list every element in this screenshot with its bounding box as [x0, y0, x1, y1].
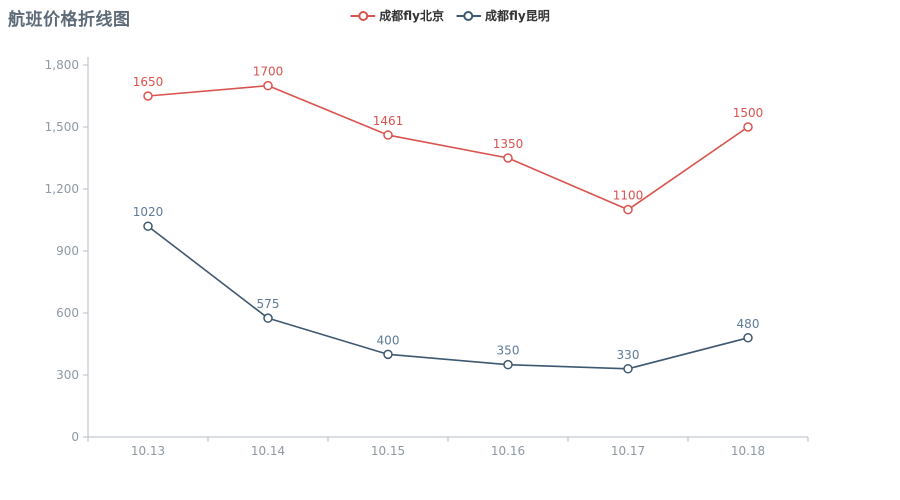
y-axis-tick-label: 1,500: [45, 120, 79, 134]
y-axis-tick-label: 600: [56, 306, 79, 320]
data-point-label: 575: [257, 297, 280, 311]
legend-label: 成都fly北京: [379, 9, 444, 23]
series-line-0: [147, 84, 749, 211]
data-point[interactable]: [263, 313, 273, 323]
data-point-label: 480: [737, 317, 760, 331]
data-point[interactable]: [623, 204, 633, 215]
data-point-label: 1461: [373, 114, 404, 128]
legend-dot-icon: [357, 10, 368, 21]
data-point[interactable]: [143, 221, 153, 231]
line-circle-marker-icon: [350, 9, 376, 22]
data-point[interactable]: [503, 359, 513, 370]
data-point-label: 350: [497, 344, 520, 358]
data-point-label: 1020: [133, 205, 164, 219]
x-axis-tick-label: 10.17: [611, 444, 645, 458]
data-point[interactable]: [263, 80, 273, 91]
series-line-1: [147, 225, 749, 370]
y-axis-tick-label: 900: [56, 244, 79, 258]
data-point-label: 330: [617, 348, 640, 362]
chart-title: 航班价格折线图: [8, 10, 131, 30]
legend-item-chengdu-beijing[interactable]: 成都fly北京: [350, 7, 444, 24]
y-axis-tick-label: 1,800: [45, 58, 79, 72]
data-point[interactable]: [383, 349, 393, 360]
legend-dot-icon: [463, 10, 474, 21]
data-point-label: 1500: [733, 106, 764, 120]
x-axis-tick-label: 10.18: [731, 444, 765, 458]
x-axis-tick-label: 10.13: [131, 444, 165, 458]
x-axis-tick-label: 10.14: [251, 444, 285, 458]
data-point-label: 1700: [253, 65, 284, 79]
data-point[interactable]: [503, 153, 513, 163]
y-axis-tick-label: 0: [71, 430, 79, 444]
data-point-label: 400: [377, 333, 400, 347]
legend: 成都fly北京 成都fly昆明: [350, 7, 550, 24]
data-point[interactable]: [743, 122, 753, 132]
x-axis-tick-label: 10.16: [491, 444, 525, 458]
legend-item-chengdu-kunming[interactable]: 成都fly昆明: [456, 7, 550, 24]
data-point[interactable]: [623, 364, 633, 374]
legend-label: 成都fly昆明: [485, 9, 550, 23]
data-point[interactable]: [143, 91, 153, 101]
data-point-label: 1100: [613, 189, 644, 203]
line-circle-marker-icon: [456, 9, 481, 22]
data-point[interactable]: [383, 130, 393, 140]
data-point-label: 1650: [133, 75, 164, 89]
x-axis-tick-label: 10.15: [371, 444, 405, 458]
y-axis-tick-label: 1,200: [45, 182, 79, 196]
data-point[interactable]: [743, 333, 753, 343]
y-axis-tick-label: 300: [56, 368, 79, 382]
data-point-label: 1350: [493, 137, 524, 151]
